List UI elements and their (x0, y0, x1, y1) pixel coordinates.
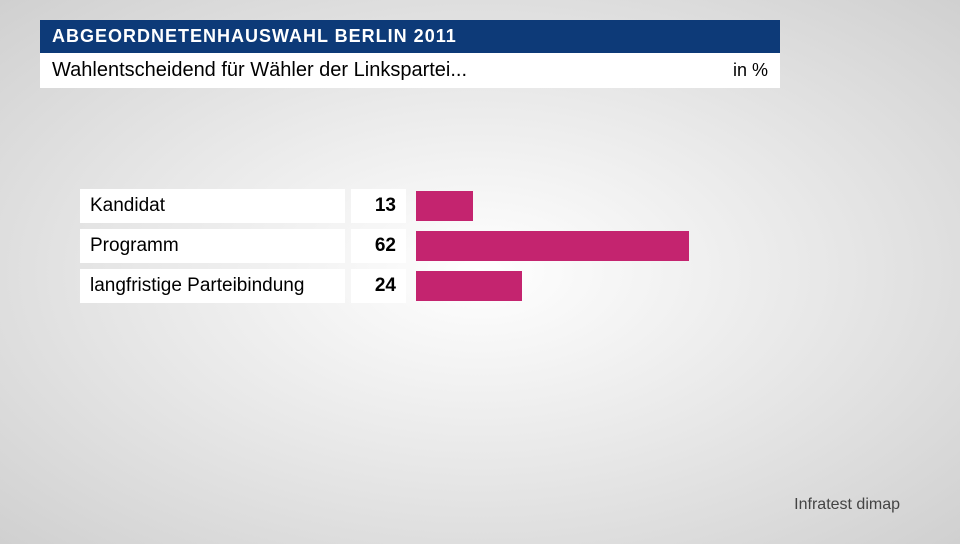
bar-container (416, 271, 856, 301)
chart-value: 24 (351, 269, 406, 303)
chart-area: Kandidat13Programm62langfristige Parteib… (80, 188, 920, 304)
chart-label: langfristige Parteibindung (80, 269, 345, 303)
chart-value: 13 (351, 189, 406, 223)
chart-row: Programm62 (80, 228, 920, 264)
header-title: ABGEORDNETENHAUSWAHL BERLIN 2011 (52, 26, 457, 46)
subtitle-bar: Wahlentscheidend für Wähler der Linkspar… (40, 53, 780, 88)
source-attribution: Infratest dimap (794, 496, 900, 514)
chart-value: 62 (351, 229, 406, 263)
chart-label: Kandidat (80, 189, 345, 223)
unit-text: in % (733, 60, 768, 81)
bar-container (416, 191, 856, 221)
subtitle-text: Wahlentscheidend für Wähler der Linkspar… (52, 59, 467, 82)
bar-container (416, 231, 856, 261)
chart-row: langfristige Parteibindung24 (80, 268, 920, 304)
source-text: Infratest dimap (794, 496, 900, 513)
header-bar: ABGEORDNETENHAUSWAHL BERLIN 2011 (40, 20, 780, 53)
chart-bar (416, 191, 473, 221)
chart-row: Kandidat13 (80, 188, 920, 224)
chart-bar (416, 271, 522, 301)
chart-label: Programm (80, 229, 345, 263)
chart-bar (416, 231, 689, 261)
